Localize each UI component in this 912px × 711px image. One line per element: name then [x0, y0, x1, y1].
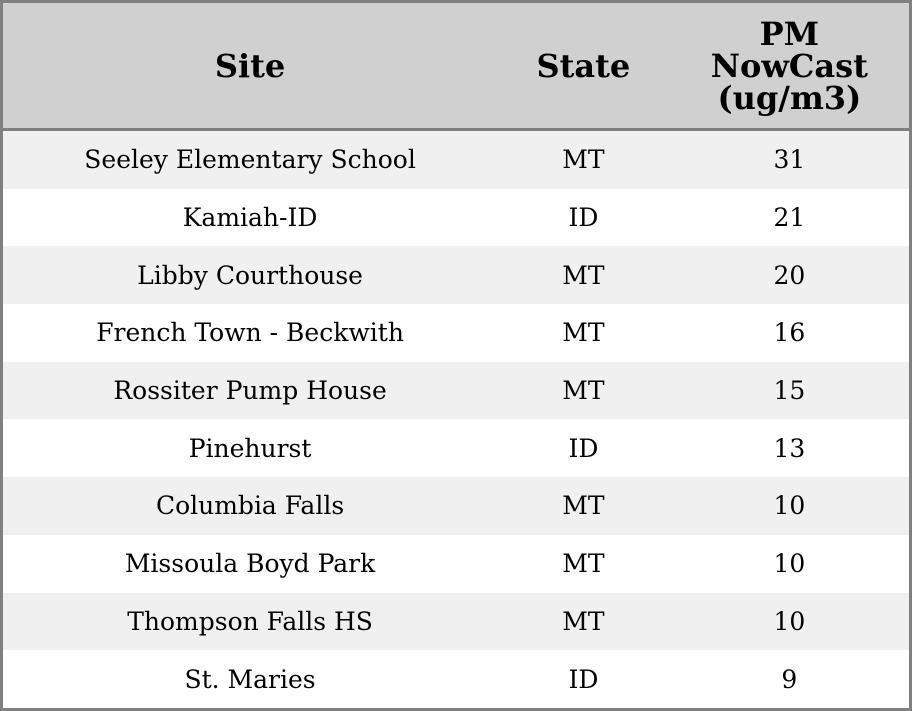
cell-site: Missoula Boyd Park: [1, 534, 498, 593]
cell-site: French Town - Beckwith: [1, 304, 498, 362]
header-unit-line: (ug/m3): [717, 78, 862, 117]
cell-state: MT: [497, 534, 670, 593]
table-row: Libby Courthouse MT 20: [1, 246, 911, 305]
cell-pm-value: 31: [669, 129, 911, 189]
cell-pm-value: 9: [669, 650, 911, 710]
cell-state: MT: [497, 477, 670, 535]
header-state: State: [497, 1, 670, 131]
cell-site: Rossiter Pump House: [1, 361, 498, 420]
cell-site: Pinehurst: [1, 419, 498, 478]
cell-site: Thompson Falls HS: [1, 592, 498, 651]
header-site: Site: [1, 1, 498, 131]
table-row: Seeley Elementary School MT 31: [1, 129, 911, 189]
table-row: Columbia Falls MT 10: [1, 477, 911, 535]
cell-pm-value: 13: [669, 419, 911, 478]
cell-state: ID: [497, 650, 670, 710]
cell-site: Seeley Elementary School: [1, 129, 498, 189]
table-row: Missoula Boyd Park MT 10: [1, 534, 911, 593]
cell-state: MT: [497, 246, 670, 305]
cell-pm-value: 10: [669, 477, 911, 535]
cell-pm-value: 20: [669, 246, 911, 305]
table-row: Pinehurst ID 13: [1, 419, 911, 478]
cell-pm-value: 15: [669, 361, 911, 420]
cell-site: Columbia Falls: [1, 477, 498, 535]
cell-state: MT: [497, 304, 670, 362]
cell-pm-value: 10: [669, 534, 911, 593]
cell-site: Libby Courthouse: [1, 246, 498, 305]
cell-pm-value: 16: [669, 304, 911, 362]
header-pm-line: PM: [759, 14, 820, 53]
table-row: St. Maries ID 9: [1, 650, 911, 710]
table-row: Thompson Falls HS MT 10: [1, 592, 911, 651]
table-row: Kamiah-ID ID 21: [1, 188, 911, 247]
header-pm-nowcast: PM NowCast (ug/m3): [669, 1, 911, 131]
cell-state: ID: [497, 188, 670, 247]
cell-pm-value: 21: [669, 188, 911, 247]
cell-state: MT: [497, 592, 670, 651]
table-row: Rossiter Pump House MT 15: [1, 361, 911, 420]
cell-state: MT: [497, 129, 670, 189]
cell-site: St. Maries: [1, 650, 498, 710]
cell-pm-value: 10: [669, 592, 911, 651]
table-row: French Town - Beckwith MT 16: [1, 304, 911, 362]
header-row: Site State PM NowCast (ug/m3): [1, 1, 911, 131]
header-nowcast-line: NowCast: [710, 46, 868, 85]
cell-state: ID: [497, 419, 670, 478]
cell-site: Kamiah-ID: [1, 188, 498, 247]
cell-state: MT: [497, 361, 670, 420]
